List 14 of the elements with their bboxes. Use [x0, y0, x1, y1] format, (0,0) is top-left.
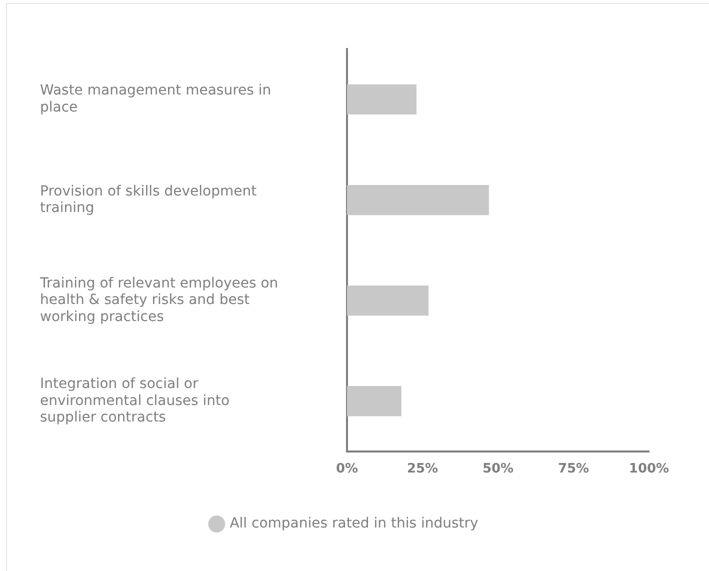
y-tick-label: Provision of skills development training — [40, 183, 258, 216]
y-tick-label: Integration of social or environmental clauses into supplier contracts — [40, 376, 230, 426]
bar — [347, 386, 402, 416]
y-tick-label: Waste management measures in place — [40, 82, 272, 116]
bar — [347, 285, 429, 316]
legend-label: All companies rated in this industry — [230, 516, 478, 532]
x-tick-label: 75% — [558, 462, 590, 477]
y-tick-label: Training of relevant employees on health & safety risks and best working practices — [39, 275, 278, 326]
bar — [347, 184, 489, 216]
x-tick-label: 0% — [336, 462, 358, 477]
x-tick-label: 50% — [482, 462, 514, 477]
bar — [347, 84, 416, 115]
x-tick-label: 100% — [628, 462, 670, 477]
x-tick-label: 25% — [406, 462, 438, 477]
